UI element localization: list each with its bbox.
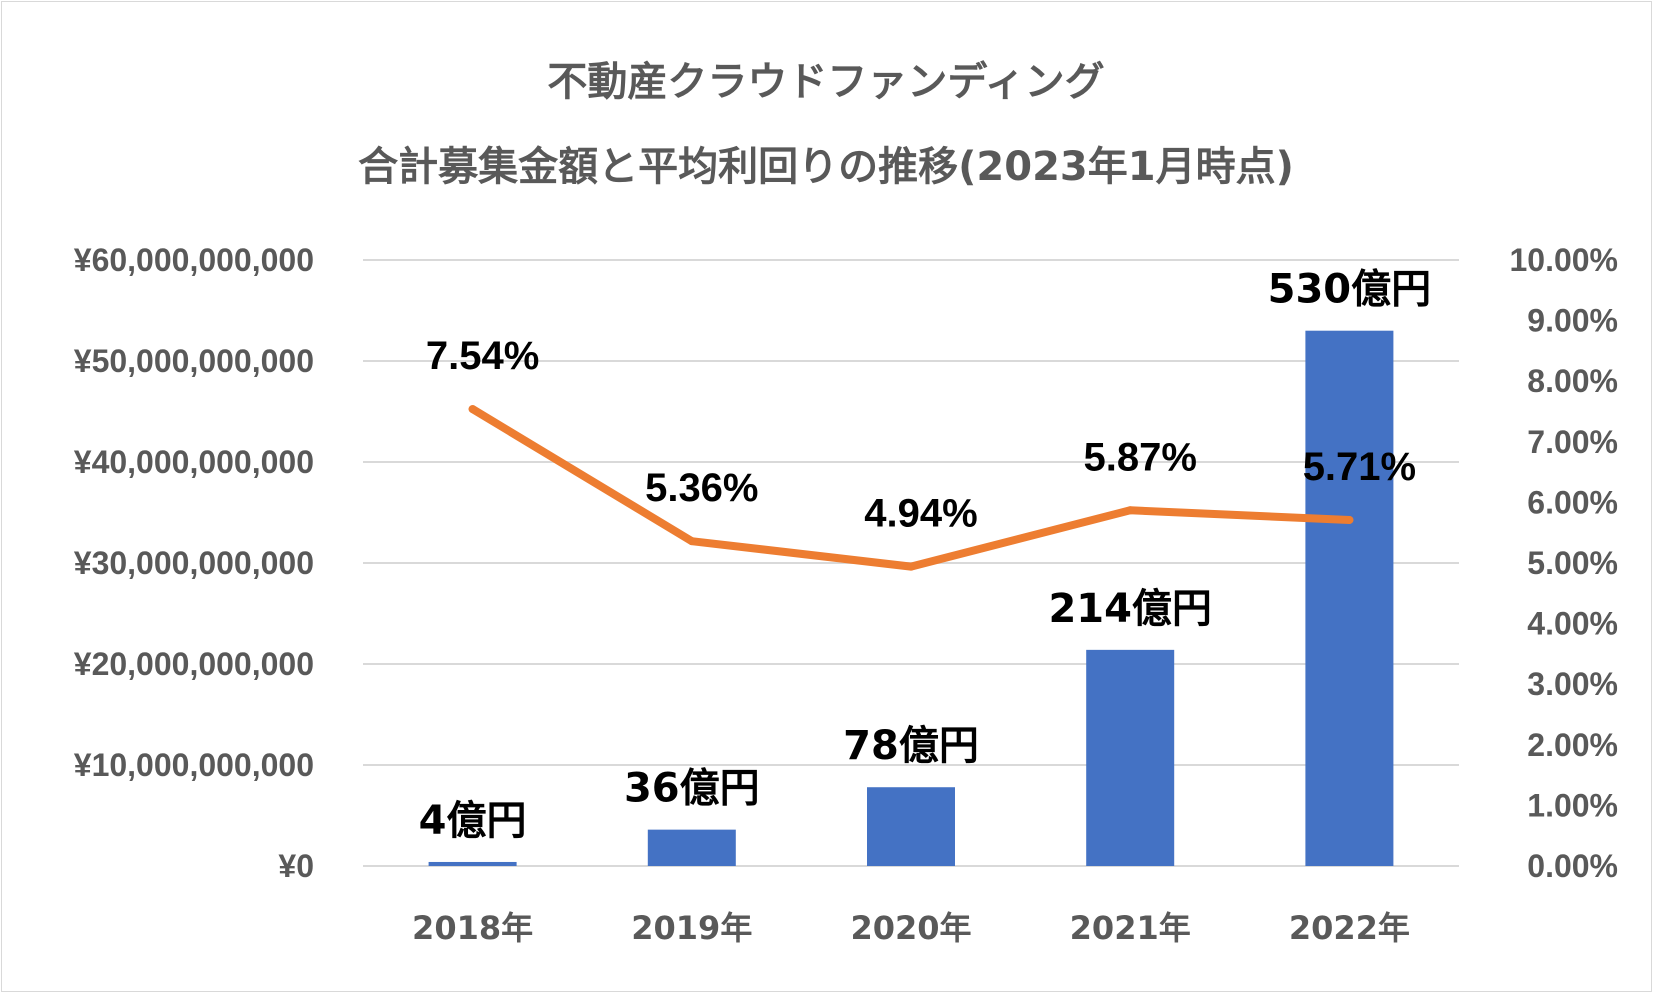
right-tick-label: 2.00% — [1527, 727, 1618, 763]
right-tick-label: 8.00% — [1527, 363, 1618, 399]
bar — [1086, 649, 1175, 866]
left-tick-label: ¥10,000,000,000 — [74, 747, 314, 783]
category-label: 2018年 — [412, 909, 533, 947]
left-tick-label: ¥50,000,000,000 — [74, 343, 314, 379]
left-tick-label: ¥40,000,000,000 — [74, 444, 314, 480]
right-tick-label: 7.00% — [1527, 424, 1618, 460]
data-labels: 4億円 36億円 78億円 214億円 530億円 7.54% 5.36% 4.94% 5.87… — [419, 267, 1431, 844]
category-label: 2019年 — [631, 909, 752, 947]
line-point — [468, 405, 477, 414]
line-point — [1126, 506, 1135, 515]
bar — [428, 861, 517, 866]
bar — [647, 829, 736, 866]
bar-data-label: 36億円 — [624, 766, 760, 812]
line-point — [687, 537, 696, 546]
line-data-label: 5.87% — [1083, 435, 1196, 479]
chart-title-line-1: 不動産クラウドファンディング — [547, 59, 1104, 105]
line-data-label: 7.54% — [426, 334, 539, 378]
gridlines — [363, 259, 1459, 867]
line-series — [468, 405, 1354, 571]
bar-data-label: 530億円 — [1268, 267, 1432, 313]
left-tick-label: ¥60,000,000,000 — [74, 242, 314, 278]
left-axis: ¥0 ¥10,000,000,000 ¥20,000,000,000 ¥30,000,… — [74, 242, 314, 884]
right-tick-label: 6.00% — [1527, 484, 1618, 520]
line-data-label: 5.36% — [645, 466, 758, 510]
left-tick-label: ¥30,000,000,000 — [74, 545, 314, 581]
x-axis: 2018年 2019年 2020年 2021年 2022年 — [412, 909, 1410, 947]
left-tick-label: ¥20,000,000,000 — [74, 646, 314, 682]
right-tick-label: 0.00% — [1527, 848, 1618, 884]
yield-line — [468, 405, 1354, 571]
category-label: 2021年 — [1070, 909, 1191, 947]
left-tick-label: ¥0 — [278, 848, 314, 884]
bar-data-label: 78億円 — [843, 723, 979, 769]
line-data-label: 5.71% — [1303, 445, 1416, 489]
line-point — [1345, 515, 1354, 524]
right-tick-label: 10.00% — [1509, 242, 1618, 278]
chart-title-line-2: 合計募集金額と平均利回りの推移(2023年1月時点) — [358, 144, 1294, 190]
right-axis: 0.00% 1.00% 2.00% 3.00% 4.00% 5.00% 6.00% 7.00%… — [1509, 242, 1618, 884]
bar — [1305, 330, 1394, 866]
bar-data-label: 4億円 — [419, 798, 527, 844]
bar-data-label: 214億円 — [1048, 586, 1212, 632]
line-data-label: 4.94% — [864, 492, 977, 536]
right-tick-label: 3.00% — [1527, 666, 1618, 702]
line-point — [907, 562, 915, 571]
bar-series — [428, 330, 1394, 866]
category-label: 2022年 — [1289, 909, 1410, 947]
right-tick-label: 4.00% — [1527, 606, 1618, 642]
right-tick-label: 5.00% — [1527, 545, 1618, 581]
right-tick-label: 1.00% — [1527, 787, 1618, 823]
bar — [867, 787, 955, 866]
right-tick-label: 9.00% — [1527, 303, 1618, 339]
category-label: 2020年 — [850, 909, 971, 947]
